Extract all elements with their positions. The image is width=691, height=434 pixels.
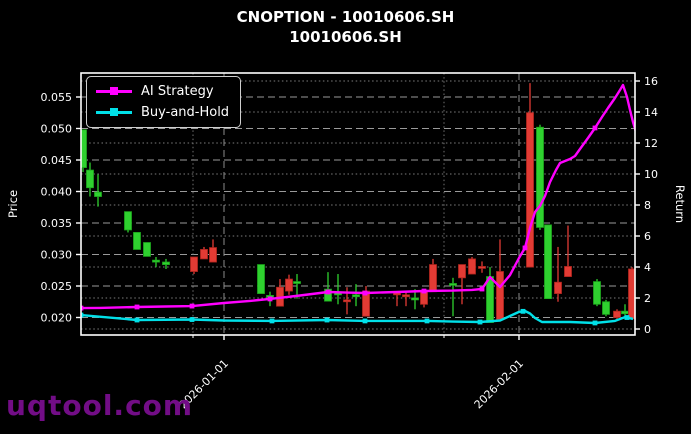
series-marker xyxy=(269,318,275,324)
series-marker xyxy=(81,312,84,318)
price-axis-title: Price xyxy=(6,190,20,218)
series-marker xyxy=(325,289,331,295)
return-tick-label: 8 xyxy=(644,199,651,212)
buy-and-hold-line xyxy=(81,308,634,326)
candle-up xyxy=(324,272,332,302)
series-marker xyxy=(324,317,330,323)
price-tick-label: 0.045 xyxy=(41,154,73,167)
candle-up xyxy=(257,264,265,294)
legend-label: Buy-and-Hold xyxy=(141,105,230,120)
return-tick-label: 16 xyxy=(644,75,658,88)
candle-up xyxy=(124,211,132,233)
candle-up xyxy=(143,242,151,257)
return-tick-label: 6 xyxy=(644,230,651,243)
candle-down xyxy=(429,258,437,293)
series-marker xyxy=(134,304,140,310)
return-tick-label: 2 xyxy=(644,292,651,305)
return-tick-label: 4 xyxy=(644,261,651,274)
chart-legend: AI Strategy Buy-and-Hold xyxy=(86,76,242,128)
candle-up xyxy=(334,274,342,305)
candle-up xyxy=(162,258,170,269)
candle-down xyxy=(526,83,534,268)
series-marker xyxy=(362,318,368,324)
candle-down xyxy=(496,239,504,320)
legend-item-ai-strategy: AI Strategy xyxy=(96,81,229,102)
candle-up xyxy=(352,284,360,307)
candle-up xyxy=(86,162,94,197)
date-tick-label: 2026-02-01 xyxy=(472,357,526,411)
candle-up xyxy=(94,174,102,207)
price-tick-label: 0.025 xyxy=(41,280,73,293)
candle-down xyxy=(402,291,410,307)
grid xyxy=(81,73,635,335)
candle-down xyxy=(458,264,466,305)
series-marker xyxy=(134,317,140,323)
ai-strategy-line xyxy=(81,83,635,311)
series-marker xyxy=(479,286,485,292)
candle-down xyxy=(209,239,217,263)
candle-up xyxy=(544,224,552,299)
series-marker xyxy=(477,319,483,325)
candle-down xyxy=(190,256,198,275)
candle-down xyxy=(276,279,284,307)
return-tick-label: 10 xyxy=(644,168,658,181)
series-marker xyxy=(81,305,84,311)
candle-up xyxy=(536,124,544,230)
series-marker xyxy=(592,320,598,326)
price-tick-label: 0.050 xyxy=(41,123,73,136)
chart-title: CNOPTION - 10010606.SH xyxy=(236,8,455,26)
candle-down xyxy=(285,274,293,295)
return-tick-label: 12 xyxy=(644,137,658,150)
price-tick-label: 0.055 xyxy=(41,91,73,104)
candle-up xyxy=(293,274,301,299)
series-marker xyxy=(424,318,430,324)
ai-strategy-line-swatch xyxy=(96,87,132,95)
watermark: uqtool.com xyxy=(6,389,194,422)
series-marker xyxy=(522,245,528,251)
candle-down xyxy=(564,225,572,277)
series-marker xyxy=(189,317,195,322)
series-marker xyxy=(624,315,630,320)
return-tick-label: 0 xyxy=(644,323,651,336)
legend-label: AI Strategy xyxy=(141,84,214,99)
price-tick-label: 0.020 xyxy=(41,312,73,325)
price-tick-label: 0.040 xyxy=(41,186,73,199)
candle-up xyxy=(81,129,87,172)
series-marker xyxy=(267,296,273,302)
price-tick-label: 0.035 xyxy=(41,217,73,230)
candle-down xyxy=(200,246,208,260)
series-marker xyxy=(189,303,195,309)
series-marker xyxy=(520,308,526,314)
legend-item-buy-and-hold: Buy-and-Hold xyxy=(96,102,229,123)
plot-border xyxy=(80,72,636,336)
candle-up xyxy=(152,257,160,268)
candle-up xyxy=(449,277,457,317)
series-marker xyxy=(592,125,598,131)
candle-up xyxy=(486,267,494,323)
candle-down xyxy=(362,286,370,317)
candle-down xyxy=(468,257,476,275)
candle-down xyxy=(393,291,401,307)
candle-up xyxy=(593,279,601,307)
buy-and-hold-line-swatch xyxy=(96,108,132,116)
return-axis-title: Return xyxy=(673,185,687,223)
candle-down xyxy=(420,290,428,308)
candle-down xyxy=(613,309,621,320)
series-marker xyxy=(421,288,427,294)
chart-subtitle: 10010606.SH xyxy=(289,28,402,46)
candle-down xyxy=(554,246,562,302)
title-block: CNOPTION - 10010606.SH 10010606.SH xyxy=(0,7,691,47)
return-tick-label: 14 xyxy=(644,106,658,119)
candle-down xyxy=(478,261,486,273)
candle-up xyxy=(133,232,141,250)
candle-up xyxy=(602,299,610,317)
series-marker xyxy=(362,290,368,296)
price-tick-label: 0.030 xyxy=(41,249,73,262)
